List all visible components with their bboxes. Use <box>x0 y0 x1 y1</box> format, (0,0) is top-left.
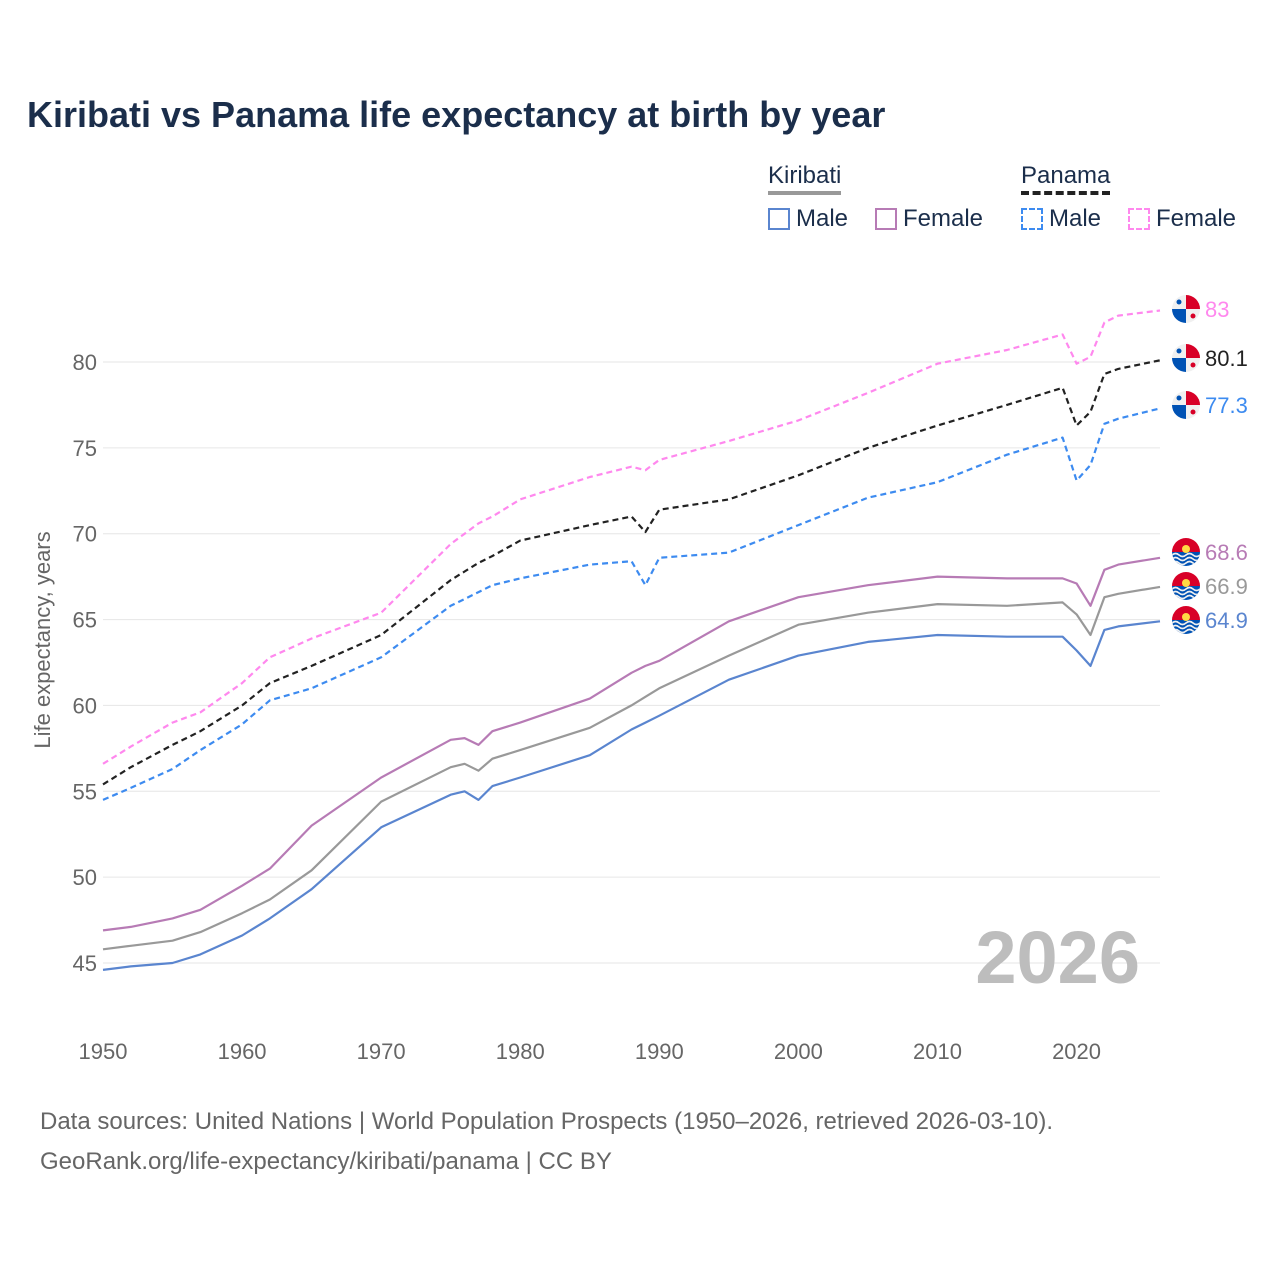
y-tick-label: 75 <box>73 436 97 461</box>
end-value-label: 64.9 <box>1205 608 1248 633</box>
x-tick-label: 1950 <box>79 1039 128 1064</box>
y-tick-label: 60 <box>73 693 97 718</box>
x-tick-label: 2020 <box>1052 1039 1101 1064</box>
x-tick-label: 1960 <box>218 1039 267 1064</box>
series-line-panama-male <box>102 407 1161 801</box>
kiribati-flag-icon <box>1172 572 1200 600</box>
y-tick-label: 70 <box>73 522 97 547</box>
x-tick-label: 1990 <box>635 1039 684 1064</box>
legend-swatch <box>875 208 897 230</box>
y-tick-label: 45 <box>73 951 97 976</box>
y-tick-label: 80 <box>73 350 97 375</box>
footer-sources: Data sources: United Nations | World Pop… <box>40 1108 1054 1135</box>
legend-label: Female <box>903 205 984 232</box>
x-tick-label: 2010 <box>913 1039 962 1064</box>
series-line-panama <box>102 359 1161 786</box>
end-value-label: 80.1 <box>1205 346 1248 371</box>
kiribati-flag-icon <box>1172 538 1200 566</box>
legend-panama-header: Panama <box>1021 162 1111 195</box>
kiribati-flag-icon <box>1172 606 1200 634</box>
legend-kiribati-header: Kiribati <box>768 162 842 195</box>
year-watermark: 2026 <box>975 916 1140 999</box>
legend-kiribati-male[interactable]: Male <box>768 205 848 233</box>
legend-label: Male <box>796 205 849 232</box>
x-tick-label: 1970 <box>357 1039 406 1064</box>
y-axis-label: Life expectancy, years <box>30 531 55 748</box>
x-tick-label: 1980 <box>496 1039 545 1064</box>
legend-swatch <box>768 208 790 230</box>
y-tick-label: 55 <box>73 779 97 804</box>
legend-swatch <box>1128 208 1150 230</box>
series-line-kiribati-female <box>102 556 1161 932</box>
legend-swatch <box>1021 208 1043 230</box>
end-value-label: 77.3 <box>1205 393 1248 418</box>
legend-label: Male <box>1049 205 1102 232</box>
end-value-label: 68.6 <box>1205 540 1248 565</box>
panama-flag-icon <box>1172 344 1200 372</box>
end-value-label: 83 <box>1205 297 1229 322</box>
legend-panama-male[interactable]: Male <box>1021 205 1101 233</box>
footer-link[interactable]: GeoRank.org/life-expectancy/kiribati/pan… <box>40 1148 612 1175</box>
x-tick-label: 2000 <box>774 1039 823 1064</box>
end-value-label: 66.9 <box>1205 574 1248 599</box>
legend-label: Female <box>1156 205 1237 232</box>
series-line-panama-female <box>102 309 1161 765</box>
legend-kiribati-female[interactable]: Female <box>875 205 983 233</box>
chart-title: Kiribati vs Panama life expectancy at bi… <box>27 94 886 135</box>
y-tick-label: 50 <box>73 865 97 890</box>
series-line-kiribati-male <box>102 620 1161 971</box>
panama-flag-icon <box>1172 391 1200 419</box>
panama-flag-icon <box>1172 295 1200 323</box>
y-tick-label: 65 <box>73 608 97 633</box>
series-line-kiribati <box>102 585 1161 951</box>
legend-panama-female[interactable]: Female <box>1128 205 1236 233</box>
